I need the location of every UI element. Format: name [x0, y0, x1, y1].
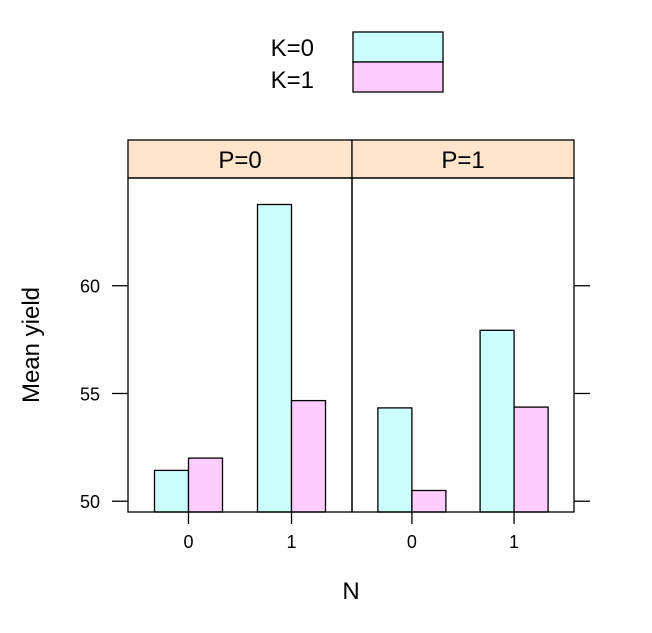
legend: K=0 K=1 [271, 31, 444, 94]
y-tick-label: 55 [80, 384, 100, 404]
bar-p1-k0-n0 [377, 407, 413, 513]
strip-p0 [127, 139, 353, 179]
x-tick-label: 0 [183, 532, 193, 552]
bar-p0-k1-n0 [187, 457, 224, 513]
panel-frame-p1 [351, 177, 575, 513]
axes: 50 55 60 0 1 0 1 [80, 277, 590, 552]
y-tick-label: 50 [80, 492, 100, 512]
legend-swatch-k0 [352, 31, 444, 63]
legend-label-k1: K=1 [271, 67, 314, 94]
bar-p1-k1-n0 [411, 489, 447, 513]
bar-p1-k0-n1 [479, 329, 515, 513]
legend-swatch-k1 [352, 61, 444, 93]
strip-p1 [351, 139, 575, 179]
x-tick-label: 0 [407, 532, 417, 552]
x-axis-title: N [342, 578, 359, 605]
y-tick-label: 60 [80, 277, 100, 297]
bar-p1-k1-n1 [513, 406, 549, 513]
bars [153, 203, 549, 513]
bar-p0-k1-n1 [290, 399, 327, 513]
strip-label-p1: P=1 [441, 147, 484, 174]
strip-label-p0: P=0 [218, 147, 261, 174]
bar-p0-k0-n1 [256, 203, 293, 513]
x-tick-label: 1 [509, 532, 519, 552]
panel-strips: P=0 P=1 [127, 139, 575, 179]
panel-frames [127, 177, 575, 513]
y-axis-title: Mean yield [18, 287, 45, 403]
bar-p0-k0-n0 [153, 469, 190, 513]
legend-label-k0: K=0 [271, 35, 314, 62]
x-tick-label: 1 [287, 532, 297, 552]
